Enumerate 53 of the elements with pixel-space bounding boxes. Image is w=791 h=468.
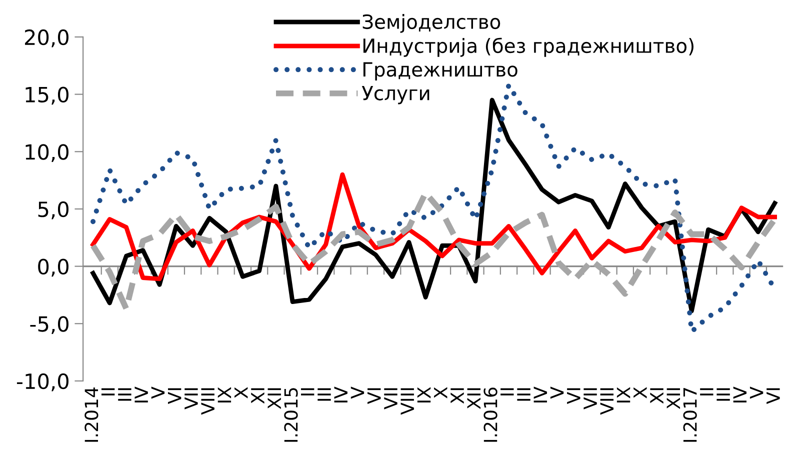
x-tick-label: VII: [384, 388, 398, 410]
x-tick-label: XII: [467, 388, 480, 409]
x-tick-label: XI: [251, 388, 264, 404]
x-tick-label: VI: [766, 388, 780, 404]
x-tick-label: V: [750, 386, 764, 399]
x-tick-label: I.2015: [284, 388, 298, 442]
x-tick-label: II: [500, 388, 514, 396]
legend-label: Услуги: [362, 86, 430, 104]
x-tick-label: VII: [584, 388, 597, 410]
legend-label: Градежништво: [363, 62, 518, 81]
x-tick-label: III: [318, 388, 331, 401]
x-tick-label: V: [350, 386, 364, 399]
x-tick-label: IV: [134, 386, 148, 402]
y-tick-label: -10,0: [16, 373, 68, 392]
x-tick-label: VIII: [600, 388, 614, 415]
x-tick-label: III: [118, 388, 132, 401]
x-tick-label: IX: [417, 387, 431, 402]
x-tick-label: VI: [168, 388, 182, 404]
x-tick-label: III: [517, 388, 530, 401]
x-tick-label: VIII: [201, 388, 214, 415]
x-tick-label: V: [550, 386, 564, 399]
x-tick-label: I.2014: [84, 388, 98, 442]
y-tick-label: 0,0: [38, 258, 68, 277]
x-tick-label: IV: [534, 386, 547, 402]
x-tick-label: IV: [334, 386, 348, 402]
x-tick-label: VII: [184, 388, 198, 410]
x-tick-label: I.2016: [484, 388, 498, 442]
x-tick-label: II: [700, 388, 714, 396]
x-tick-label: IX: [616, 387, 630, 402]
x-tick-label: IV: [733, 386, 746, 402]
y-tick-label: -5,0: [30, 316, 68, 334]
y-tick-label: 20,0: [25, 29, 68, 48]
x-tick-label: IX: [218, 387, 232, 402]
x-tick-label: III: [716, 388, 730, 401]
x-tick-label: XI: [450, 388, 464, 404]
x-tick-label: XII: [666, 388, 680, 409]
x-tick-label: II: [101, 388, 115, 396]
x-tick-label: XII: [268, 388, 281, 409]
legend-label: Земјоделство: [362, 14, 500, 33]
x-tick-label: II: [301, 388, 314, 396]
x-tick-label: X: [234, 387, 248, 398]
x-tick-label: I.2017: [683, 388, 697, 442]
x-tick-label: XI: [650, 388, 664, 404]
y-tick-label: 15,0: [26, 86, 68, 105]
x-tick-label: X: [634, 387, 647, 398]
y-tick-label: 5,0: [38, 201, 68, 220]
y-tick-label: 10,0: [26, 144, 68, 162]
x-tick-label: V: [151, 386, 165, 399]
x-tick-label: X: [434, 387, 448, 398]
x-tick-label: VI: [567, 388, 580, 404]
x-tick-label: VI: [368, 388, 381, 404]
legend-label: Индустрија (без градежништво): [363, 38, 694, 57]
x-tick-label: VIII: [400, 388, 414, 415]
